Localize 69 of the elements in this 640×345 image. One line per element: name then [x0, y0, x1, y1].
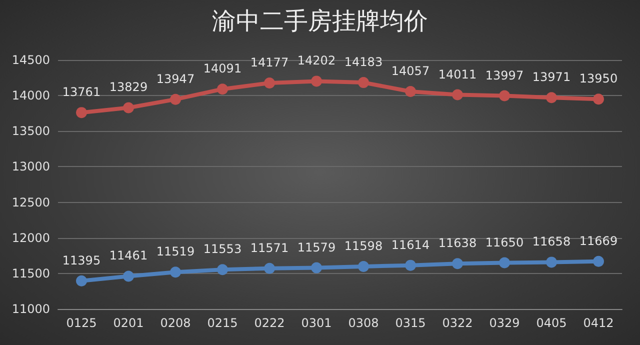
point — [499, 90, 510, 102]
data-label: 11395 — [62, 253, 101, 268]
point — [76, 275, 87, 286]
y-tick-label: 12000 — [12, 230, 50, 245]
x-tick-label: 0208 — [160, 316, 191, 330]
data-label: 11571 — [250, 240, 289, 255]
point — [452, 89, 463, 100]
data-label: 13829 — [109, 80, 148, 94]
y-tick-label: 14000 — [12, 88, 50, 103]
y-tick-label: 13000 — [12, 160, 50, 174]
point — [546, 256, 557, 268]
data-label: 11519 — [156, 244, 195, 259]
x-tick-label: 0215 — [207, 316, 238, 330]
point — [264, 77, 275, 88]
point — [311, 76, 322, 87]
point — [170, 94, 181, 105]
data-label: 11669 — [579, 234, 618, 248]
data-label: 13997 — [485, 68, 524, 82]
data-label: 14091 — [203, 62, 242, 76]
y-tick-label: 13500 — [12, 124, 50, 138]
data-label: 14057 — [391, 64, 430, 78]
data-label: 13971 — [532, 70, 571, 84]
point — [405, 86, 416, 98]
x-tick-label: 0322 — [442, 316, 473, 330]
x-tick-label: 0329 — [489, 316, 520, 330]
y-tick-label: 11500 — [12, 266, 50, 280]
chart-title: 渝中二手房挂牌均价 — [212, 7, 428, 35]
point — [452, 258, 463, 270]
data-label: 13761 — [62, 85, 101, 100]
x-tick-label: 0301 — [301, 316, 332, 330]
data-label: 14183 — [344, 55, 383, 70]
point — [405, 260, 416, 271]
point — [123, 102, 134, 114]
point — [358, 77, 369, 88]
x-tick-label: 0412 — [583, 316, 614, 330]
point — [123, 270, 134, 282]
x-tick-label: 0308 — [348, 316, 379, 330]
point — [217, 264, 228, 276]
data-label: 11650 — [485, 235, 524, 250]
point — [593, 94, 604, 105]
x-tick-label: 0405 — [536, 316, 567, 330]
point — [217, 84, 228, 95]
y-tick-label: 11000 — [12, 302, 50, 316]
data-label: 11579 — [297, 240, 336, 254]
x-tick-label: 0201 — [113, 316, 144, 330]
point — [170, 266, 181, 278]
point — [264, 262, 275, 274]
x-tick-label: 0125 — [66, 316, 97, 330]
x-tick-label: 0315 — [395, 316, 426, 330]
data-label: 11658 — [532, 234, 571, 249]
point — [499, 257, 510, 268]
data-label: 11553 — [203, 242, 242, 256]
data-label: 14177 — [250, 55, 289, 70]
point — [358, 260, 369, 272]
data-label: 13950 — [579, 72, 618, 86]
data-label: 11461 — [109, 248, 148, 263]
x-tick-label: 0222 — [254, 316, 285, 330]
data-label: 11598 — [344, 238, 383, 253]
point — [593, 256, 604, 267]
data-label: 14011 — [438, 67, 477, 82]
data-label: 13947 — [156, 72, 195, 86]
y-tick-label: 14500 — [12, 53, 50, 67]
data-label: 11614 — [391, 238, 430, 252]
data-label: 11638 — [438, 236, 477, 250]
point — [76, 107, 87, 118]
data-label: 14202 — [297, 54, 336, 68]
y-tick-label: 12500 — [12, 195, 50, 210]
point — [311, 262, 322, 274]
point — [546, 92, 557, 104]
